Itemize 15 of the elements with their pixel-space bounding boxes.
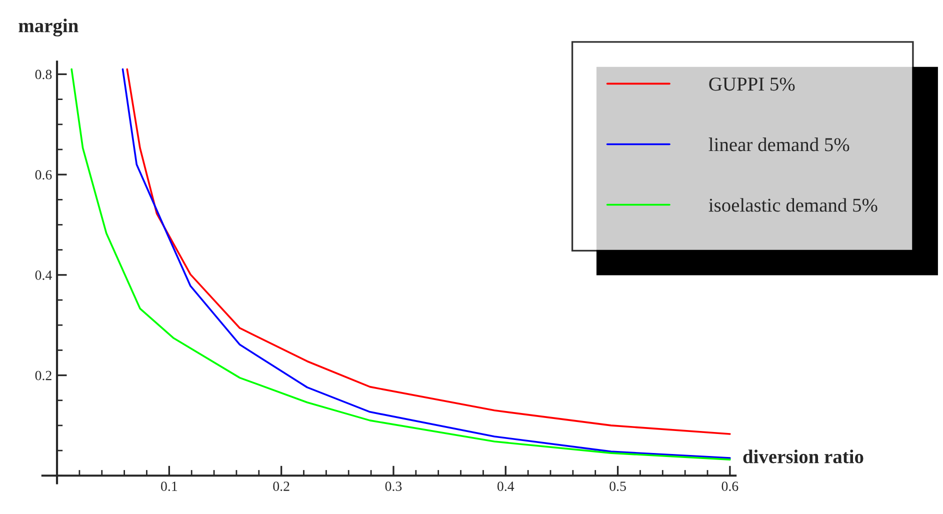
x-tick-label: 0.4 [497, 482, 514, 492]
legend-label: isoelastic demand 5% [708, 198, 878, 212]
y-tick-label: 0.8 [35, 70, 52, 80]
x-tick-label: 0.2 [273, 482, 290, 492]
x-axis-title: diversion ratio [743, 450, 864, 464]
x-tick-label: 0.5 [610, 482, 626, 492]
y-axis-title: margin [18, 18, 78, 36]
y-tick-label: 0.4 [35, 270, 52, 280]
x-tick-label: 0.6 [722, 482, 738, 492]
x-tick-label: 0.3 [385, 482, 402, 492]
y-tick-label: 0.6 [35, 170, 52, 180]
x-tick-label: 0.1 [161, 482, 178, 492]
legend-label: GUPPI 5% [709, 78, 795, 91]
legend-label: linear demand 5% [708, 138, 850, 152]
y-tick-label: 0.2 [35, 370, 52, 380]
